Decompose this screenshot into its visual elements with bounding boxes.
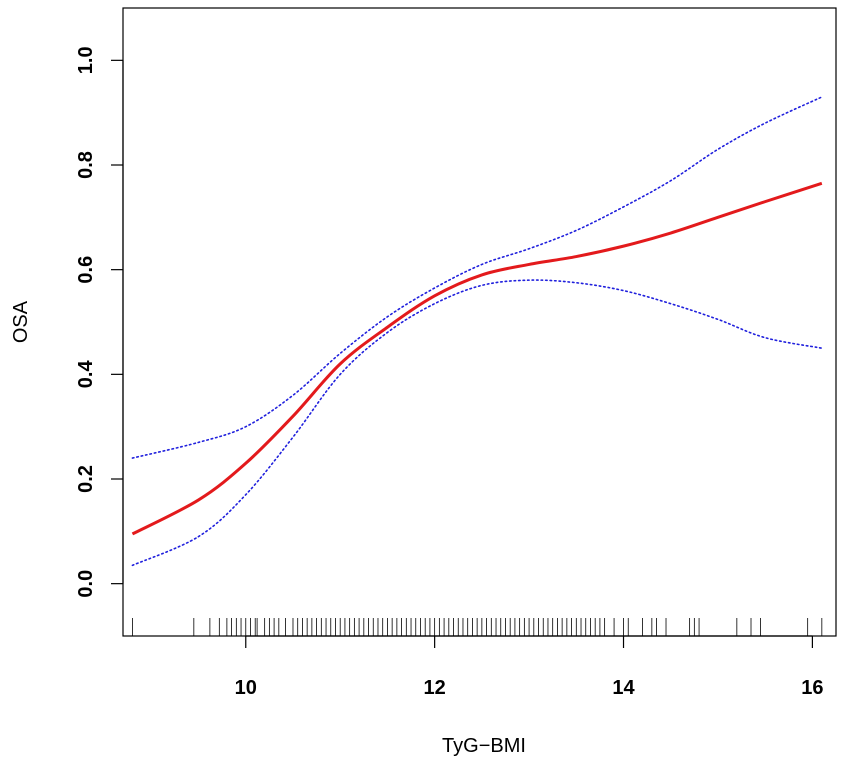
series-line-upper-ci <box>131 96 823 459</box>
y-axis-title: OSA <box>10 300 32 343</box>
plot-frame <box>122 7 837 637</box>
x-tick-label: 12 <box>424 677 446 699</box>
series-line-estimate <box>131 181 823 536</box>
y-tick-label: 1.0 <box>75 46 97 74</box>
x-axis: 10 12 14 16 <box>235 635 824 699</box>
x-tick-label: 14 <box>612 677 635 699</box>
x-tick-label: 10 <box>235 677 257 699</box>
y-tick-label: 0.4 <box>75 360 97 389</box>
rug-marks <box>132 618 823 636</box>
y-tick-label: 0.6 <box>75 256 97 284</box>
y-axis: 0.0 0.2 0.4 0.6 0.8 1.0 <box>75 46 124 598</box>
x-axis-title: TyG−BMI <box>442 735 526 757</box>
y-tick-label: 0.2 <box>75 465 97 493</box>
series-lines <box>131 96 823 567</box>
y-tick-label: 0.0 <box>75 570 97 598</box>
series-line-lower-ci <box>131 279 823 567</box>
x-tick-label: 16 <box>801 677 823 699</box>
y-tick-label: 0.8 <box>75 151 97 179</box>
